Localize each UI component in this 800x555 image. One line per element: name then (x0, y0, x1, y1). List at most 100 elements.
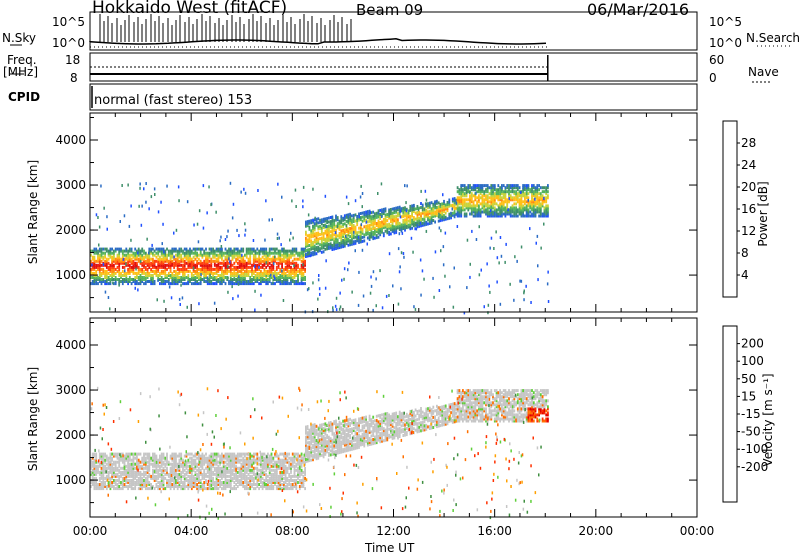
power-scatter-cell (504, 261, 506, 264)
power-scatter-cell (362, 249, 364, 252)
power-cell (355, 236, 357, 239)
power-cell (462, 188, 464, 191)
power-cell (244, 254, 246, 257)
power-cell (99, 254, 101, 257)
power-cell (256, 248, 258, 251)
power-cell (150, 274, 152, 277)
power-cell (133, 278, 135, 281)
power-cell (191, 250, 193, 253)
power-cell (438, 201, 440, 204)
power-cell (195, 248, 197, 251)
power-cell (209, 260, 211, 263)
power-cell (281, 248, 283, 251)
velocity-cell (118, 469, 120, 472)
power-cell (108, 272, 110, 275)
power-scatter-cell (260, 294, 262, 297)
velocity-cell (111, 463, 113, 466)
power-cell (349, 235, 351, 238)
power-cell (134, 276, 136, 279)
power-scatter-cell (521, 246, 523, 249)
power-cell (388, 231, 390, 234)
power-scatter-cell (154, 187, 156, 190)
power-cell (317, 232, 319, 235)
power-cell (314, 232, 316, 235)
power-scatter-cell (479, 225, 481, 228)
velocity-cell (143, 453, 145, 456)
power-scatter-cell (412, 251, 414, 254)
velocity-cell (147, 461, 149, 464)
power-cell (152, 274, 154, 277)
velocity-cell (225, 461, 227, 464)
velocity-cell (113, 479, 115, 482)
power-scatter-cell (445, 232, 447, 235)
velocity-cell (170, 467, 172, 470)
power-cell (180, 248, 182, 251)
power-cell (499, 186, 501, 189)
power-cell (175, 258, 177, 261)
power-cell (305, 231, 307, 234)
power-scatter-cell (146, 238, 148, 241)
power-cell (281, 254, 283, 257)
power-cell (127, 268, 129, 271)
velocity-cell (251, 469, 253, 472)
power-cell (528, 192, 530, 195)
velocity-cell (150, 483, 152, 486)
power-cell (339, 232, 341, 235)
power-cell (285, 272, 287, 275)
power-cell (131, 248, 133, 251)
power-scatter-cell (362, 192, 364, 195)
power-scatter-cell (529, 227, 531, 230)
power-cell (510, 190, 512, 193)
power-scatter-cell (346, 216, 348, 219)
power-cell (143, 282, 145, 285)
power-cell (485, 208, 487, 211)
velocity-cell (196, 473, 198, 476)
power-scatter-cell (112, 282, 114, 285)
power-scatter-cell (225, 238, 227, 241)
velocity-cell (134, 457, 136, 460)
power-cell (323, 232, 325, 235)
power-cell (454, 197, 456, 200)
power-scatter-cell (135, 287, 137, 290)
power-cell (353, 234, 355, 237)
power-cell (295, 280, 297, 283)
power-cell (102, 268, 104, 271)
velocity-cell (195, 459, 197, 462)
velocity-cell (168, 461, 170, 464)
velocity-cell (120, 481, 122, 484)
velocity-cell (209, 455, 211, 458)
power-scatter-cell (348, 202, 350, 205)
power-cell (255, 274, 257, 277)
velocity-cell (207, 457, 209, 460)
power-cell (519, 186, 521, 189)
power-cell (223, 252, 225, 255)
power-cell (503, 190, 505, 193)
power-scatter-cell (302, 205, 304, 208)
velocity-cell (202, 483, 204, 486)
velocity-cell (94, 477, 96, 480)
power-cell (233, 266, 235, 269)
power-cell (133, 252, 135, 255)
power-cell (342, 239, 344, 242)
power-cell (235, 266, 237, 269)
power-cell (219, 274, 221, 277)
power-scatter-cell (198, 240, 200, 243)
power-cell (319, 219, 321, 222)
power-cell (196, 260, 198, 263)
power-scatter-cell (187, 306, 189, 309)
power-cell (409, 215, 411, 218)
velocity-cell (248, 457, 250, 460)
power-scatter-cell (103, 207, 105, 210)
power-scatter-cell (272, 218, 274, 221)
power-cell (269, 258, 271, 261)
power-cell (466, 186, 468, 189)
power-cell (122, 270, 124, 273)
power-cell (480, 202, 482, 205)
power-scatter-cell (291, 199, 293, 202)
velocity-cell (138, 453, 140, 456)
power-cell (136, 262, 138, 265)
velocity-cell (156, 483, 158, 486)
power-cell (441, 202, 443, 205)
power-cell (429, 202, 431, 205)
power-cell (301, 260, 303, 263)
